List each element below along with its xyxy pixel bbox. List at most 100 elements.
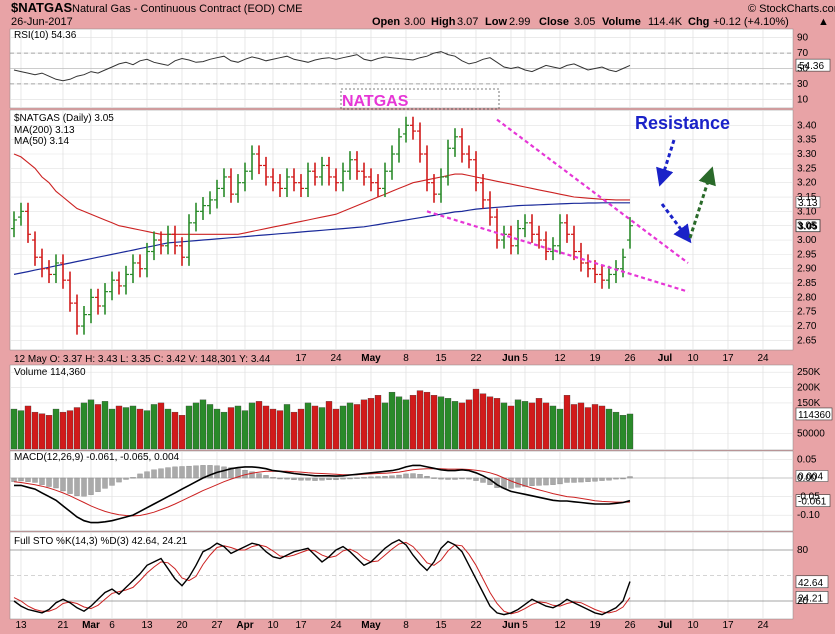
volume-bar <box>605 408 613 450</box>
x-tick-label: 26 <box>624 620 636 631</box>
x-tick-label: 21 <box>57 620 69 631</box>
rsi-tick-label: 50 <box>797 64 809 75</box>
x-tick-label-upper: 19 <box>589 353 601 364</box>
volume-layer: 114360 <box>10 388 833 450</box>
macd-histogram-bar <box>179 466 185 479</box>
x-tick-label: 10 <box>687 620 699 631</box>
x-tick-label: 6 <box>109 620 115 631</box>
volume-bar <box>241 410 249 450</box>
price-tick-label: 2.65 <box>797 335 817 346</box>
volume-bar <box>479 393 487 450</box>
ma50-legend: MA(50) 3.14 <box>14 136 69 147</box>
x-tick-label: Apr <box>236 620 253 631</box>
macd-histogram-bar <box>228 467 234 479</box>
price-tick-label: 2.95 <box>797 249 817 260</box>
volume-bar <box>465 399 473 450</box>
macd-histogram-bar <box>39 477 45 485</box>
macd-histogram-bar <box>473 477 479 481</box>
symbol-description: Natural Gas - Continuous Contract (EOD) <box>72 3 275 15</box>
macd-histogram-bar <box>60 477 66 492</box>
rsi-tick-label: 10 <box>797 94 809 105</box>
volume-bar <box>437 396 445 450</box>
volume-bar <box>66 410 74 450</box>
close-label: Close <box>539 16 569 28</box>
x-tick-label: 22 <box>470 620 482 631</box>
price-tick-label: 3.40 <box>797 120 817 131</box>
macd-histogram-bar <box>256 473 262 479</box>
exchange-label: CME <box>278 3 302 15</box>
price-layer: 3.13 3.05 <box>11 116 821 335</box>
macd-histogram-bar <box>298 477 304 481</box>
macd-histogram-bar <box>193 465 199 479</box>
macd-histogram-bar <box>109 477 115 486</box>
x-tick-label-upper: 24 <box>330 353 342 364</box>
x-tick-label: Jul <box>658 620 673 631</box>
volume-bar <box>577 402 585 450</box>
x-tick-label-upper: 10 <box>687 353 699 364</box>
x-tick-label-upper: 12 <box>554 353 566 364</box>
macd-histogram-bar <box>165 467 171 479</box>
volume-bar <box>255 401 263 450</box>
x-tick-label-upper: 8 <box>403 353 409 364</box>
volume-bar <box>220 411 228 450</box>
macd-histogram-bar <box>32 477 38 483</box>
natgas-annotation: NATGAS <box>342 93 409 110</box>
x-tick-label: Jun <box>502 620 520 631</box>
volume-bar <box>297 408 305 450</box>
volume-bar <box>94 404 102 450</box>
volume-bar <box>269 408 277 450</box>
macd-histogram-bar <box>606 477 612 481</box>
volume-bar <box>556 408 564 450</box>
macd-histogram-bar <box>620 477 626 480</box>
sto-d-current-label: 24.21 <box>798 593 823 604</box>
x-tick-label: 13 <box>141 620 153 631</box>
macd-histogram-bar <box>340 477 346 480</box>
macd-histogram-bar <box>284 477 290 480</box>
volume-bar <box>619 415 627 450</box>
sto-legend: Full STO %K(14,3) %D(3) 42.64, 24.21 <box>14 536 188 547</box>
ma50-line <box>13 153 630 235</box>
macd-histogram-bar <box>116 477 122 483</box>
macd-layer: 0.004 -0.061 <box>10 464 831 524</box>
volume-value: 114.4K <box>648 16 683 28</box>
volume-bar <box>339 405 347 450</box>
macd-histogram-bar <box>466 477 472 480</box>
rsi-current-label: 54.36 <box>799 61 824 72</box>
macd-hist-current-box <box>795 470 829 482</box>
volume-bar <box>591 404 599 450</box>
volume-bar <box>507 405 515 450</box>
macd-histogram-bar <box>417 474 423 479</box>
x-tick-label-upper: Jul <box>658 353 673 364</box>
ma-current-box <box>795 196 821 209</box>
volume-bar <box>332 408 340 450</box>
macd-histogram-bar <box>291 477 297 481</box>
macd-histogram-bar <box>263 475 269 479</box>
volume-bar <box>486 396 494 450</box>
macd-panel <box>9 450 794 532</box>
macd-histogram-bar <box>347 477 353 480</box>
price-tick-label: 2.85 <box>797 278 817 289</box>
volume-bar <box>570 404 578 450</box>
volume-bar <box>45 415 53 450</box>
wedge-upper-trendline <box>496 118 689 264</box>
macd-histogram-bar <box>592 477 598 482</box>
x-tick-label: 10 <box>267 620 279 631</box>
macd-histogram-bar <box>312 477 318 481</box>
volume-bar <box>248 402 256 450</box>
ma-current-label: 3.13 <box>798 198 818 209</box>
macd-histogram-bar <box>529 477 535 486</box>
ohlc-readout: 12 May O: 3.37 H: 3.43 L: 3.35 C: 3.42 V… <box>14 354 271 365</box>
macd-histogram-bar <box>130 477 136 479</box>
macd-histogram-bar <box>445 477 451 480</box>
volume-bar <box>353 404 361 450</box>
macd-histogram-bar <box>319 477 325 481</box>
volume-bar <box>311 405 319 450</box>
macd-histogram-bar <box>46 477 52 487</box>
volume-bar <box>409 395 417 450</box>
volume-bar <box>451 401 459 450</box>
volume-bar <box>164 408 172 450</box>
macd-histogram-bar <box>424 475 430 479</box>
price-panel <box>9 109 794 351</box>
macd-current-box <box>795 494 831 507</box>
macd-current-label: -0.061 <box>798 497 827 508</box>
